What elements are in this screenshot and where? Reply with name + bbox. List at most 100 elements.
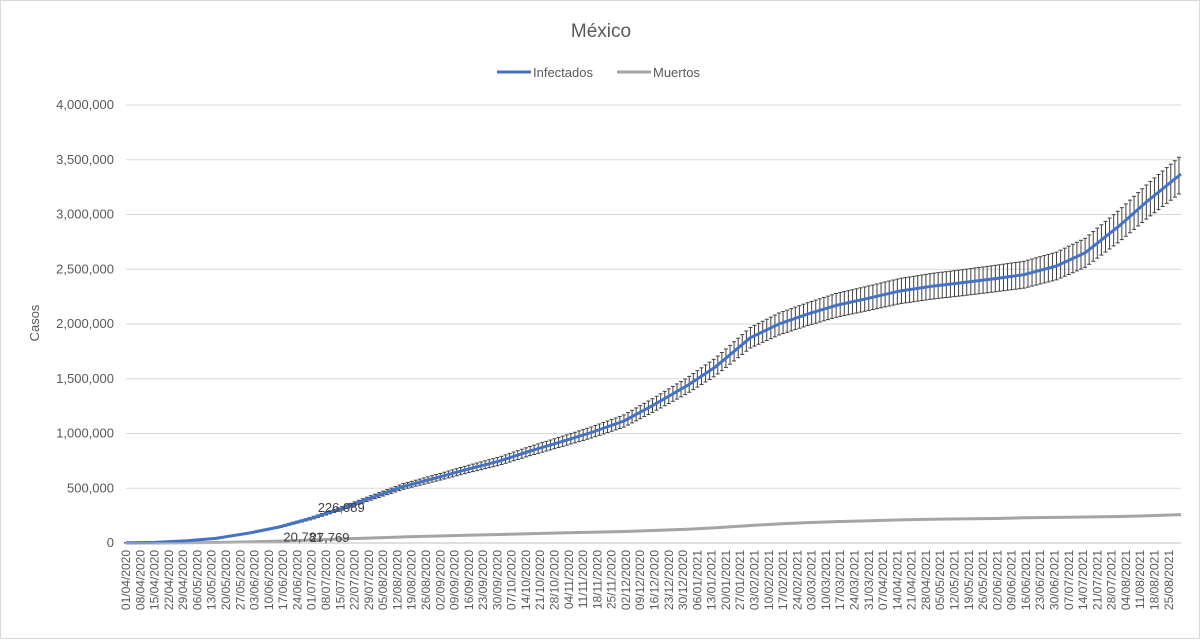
legend-label: Infectados — [533, 65, 593, 80]
y-tick-label: 4,000,000 — [56, 97, 114, 112]
x-tick-label: 05/05/2021 — [933, 550, 947, 610]
x-tick-label: 27/01/2021 — [733, 550, 747, 610]
series-lines — [125, 172, 1182, 545]
x-tick-label: 07/07/2021 — [1062, 550, 1076, 610]
x-tick-label: 21/07/2021 — [1090, 550, 1104, 610]
x-tick-label: 14/04/2021 — [890, 550, 904, 610]
x-tick-label: 30/06/2021 — [1047, 550, 1061, 610]
x-tick-label: 24/06/2020 — [290, 550, 304, 610]
x-tick-label: 22/07/2020 — [348, 550, 362, 610]
data-label: 27,769 — [310, 530, 350, 545]
x-tick-label: 05/08/2020 — [376, 550, 390, 610]
x-tick-label: 27/05/2020 — [233, 550, 247, 610]
x-tick-label: 21/04/2021 — [905, 550, 919, 610]
y-tick-label: 2,000,000 — [56, 316, 114, 331]
x-tick-label: 08/07/2020 — [319, 550, 333, 610]
x-tick-label: 07/04/2021 — [876, 550, 890, 610]
x-tick-label: 06/01/2021 — [690, 550, 704, 610]
x-tick-label: 06/05/2020 — [190, 550, 204, 610]
series-line-infectados — [125, 172, 1182, 545]
x-tick-label: 18/08/2021 — [1147, 550, 1161, 610]
x-tick-label: 14/10/2020 — [519, 550, 533, 610]
x-tick-label: 14/07/2021 — [1076, 550, 1090, 610]
x-tick-label: 24/03/2021 — [848, 550, 862, 610]
x-tick-label: 09/06/2021 — [1005, 550, 1019, 610]
x-tick-label: 13/01/2021 — [705, 550, 719, 610]
x-tick-label: 03/02/2021 — [748, 550, 762, 610]
x-tick-label: 15/07/2020 — [333, 550, 347, 610]
x-tick-label: 01/07/2020 — [305, 550, 319, 610]
y-tick-label: 0 — [107, 535, 114, 550]
gridlines — [126, 104, 1181, 489]
data-label: 226,089 — [318, 500, 365, 515]
x-tick-label: 28/10/2020 — [548, 550, 562, 610]
x-tick-label: 17/06/2020 — [276, 550, 290, 610]
x-tick-label: 09/09/2020 — [448, 550, 462, 610]
x-tick-label: 25/11/2020 — [605, 550, 619, 609]
x-tick-label: 11/11/2020 — [576, 550, 590, 609]
y-tick-label: 500,000 — [67, 480, 114, 495]
x-tick-label: 21/10/2020 — [533, 550, 547, 610]
x-tick-label: 07/10/2020 — [505, 550, 519, 610]
x-tick-label: 24/02/2021 — [790, 550, 804, 610]
x-tick-label: 02/06/2021 — [990, 550, 1004, 610]
legend: Infectados Muertos — [497, 65, 700, 80]
x-tick-label: 20/01/2021 — [719, 550, 733, 610]
x-axis-tick-labels: 01/04/2020 08/04/2020 15/04/2020 22/04/2020… — [119, 550, 1176, 610]
chart-title: México — [571, 21, 631, 42]
x-tick-label: 17/02/2021 — [776, 550, 790, 610]
x-tick-label: 26/05/2021 — [976, 550, 990, 610]
x-tick-label: 23/12/2020 — [662, 550, 676, 610]
x-tick-label: 16/12/2020 — [648, 550, 662, 610]
x-tick-label: 26/08/2020 — [419, 550, 433, 610]
x-tick-label: 10/03/2021 — [819, 550, 833, 610]
y-axis-title: Casos — [27, 304, 42, 341]
x-tick-label: 23/09/2020 — [476, 550, 490, 610]
series-line-muertos — [126, 513, 1182, 545]
x-tick-label: 25/08/2021 — [1162, 550, 1176, 610]
error-bars — [124, 156, 1181, 544]
y-tick-label: 1,500,000 — [56, 371, 114, 386]
x-tick-label: 09/12/2020 — [633, 550, 647, 610]
x-tick-label: 29/04/2020 — [176, 550, 190, 610]
x-tick-label: 03/03/2021 — [805, 550, 819, 610]
x-tick-label: 12/08/2020 — [390, 550, 404, 610]
y-tick-label: 1,000,000 — [56, 426, 114, 441]
x-tick-label: 29/07/2020 — [362, 550, 376, 610]
x-tick-label: 02/09/2020 — [433, 550, 447, 610]
x-tick-label: 02/12/2020 — [619, 550, 633, 610]
x-tick-label: 10/02/2021 — [762, 550, 776, 610]
x-tick-label: 28/07/2021 — [1105, 550, 1119, 610]
y-tick-label: 2,500,000 — [56, 261, 114, 276]
x-tick-label: 04/11/2020 — [562, 550, 576, 609]
data-label: 20,781 — [283, 530, 323, 545]
x-tick-label: 23/06/2021 — [1033, 550, 1047, 610]
x-tick-label: 15/04/2020 — [148, 550, 162, 610]
x-tick-label: 04/08/2021 — [1119, 550, 1133, 610]
x-tick-label: 17/03/2021 — [833, 550, 847, 610]
x-tick-label: 08/04/2020 — [133, 550, 147, 610]
x-tick-label: 19/05/2021 — [962, 550, 976, 610]
x-tick-label: 16/06/2021 — [1019, 550, 1033, 610]
x-tick-label: 19/08/2020 — [405, 550, 419, 610]
x-tick-label: 30/12/2020 — [676, 550, 690, 610]
x-tick-label: 03/06/2020 — [248, 550, 262, 610]
x-tick-label: 18/11/2020 — [590, 550, 604, 609]
y-tick-label: 3,000,000 — [56, 207, 114, 222]
x-tick-label: 31/03/2021 — [862, 550, 876, 610]
x-tick-label: 20/05/2020 — [219, 550, 233, 610]
x-tick-label: 22/04/2020 — [162, 550, 176, 610]
x-tick-label: 11/08/2021 — [1133, 550, 1147, 609]
y-axis-tick-labels: 0 500,000 1,000,000 1,500,000 2,000,000 2,500… — [56, 97, 114, 550]
x-tick-label: 01/04/2020 — [119, 550, 133, 610]
x-tick-label: 10/06/2020 — [262, 550, 276, 610]
x-tick-label: 16/09/2020 — [462, 550, 476, 610]
x-tick-label: 28/04/2021 — [919, 550, 933, 610]
x-tick-label: 12/05/2021 — [947, 550, 961, 610]
x-tick-label: 13/05/2020 — [205, 550, 219, 610]
legend-label: Muertos — [653, 65, 700, 80]
y-tick-label: 3,500,000 — [56, 152, 114, 167]
